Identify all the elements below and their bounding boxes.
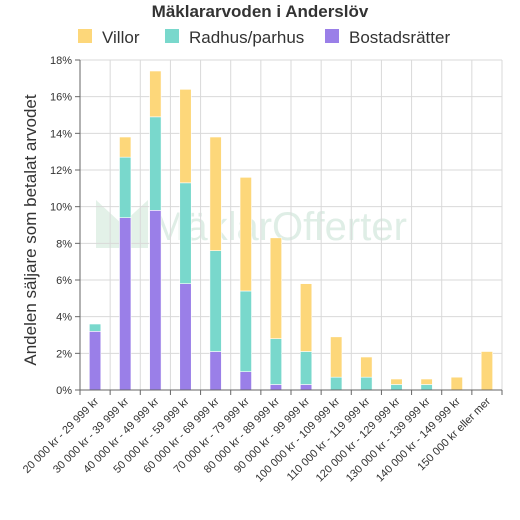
y-tick-label: 12%	[50, 165, 72, 177]
axes	[75, 59, 503, 395]
bar-segment	[119, 136, 132, 158]
y-tick-label: 2%	[56, 348, 72, 360]
legend-swatch	[78, 29, 92, 43]
bar-segment	[149, 210, 162, 391]
legend-label: Villor	[102, 28, 140, 47]
legend-label: Radhus/parhus	[189, 28, 304, 47]
bar-segment	[209, 351, 222, 391]
bar-segment	[480, 351, 493, 391]
bar-segment	[209, 250, 222, 352]
legend: Villor Radhus/parhus Bostadsrätter	[78, 28, 450, 47]
bar-segment	[89, 323, 102, 332]
bar-segment	[269, 384, 282, 391]
bars	[89, 70, 493, 391]
bar-segment	[390, 378, 403, 385]
bar-segment	[300, 283, 313, 352]
y-tick-label: 10%	[50, 202, 72, 214]
bar-segment	[239, 371, 252, 391]
bar-segment	[179, 283, 192, 391]
bar-segment	[330, 336, 343, 378]
y-tick-labels: 0% 2% 4% 6% 8% 10% 12% 14% 16% 18%	[50, 55, 72, 397]
legend-label: Bostadsrätter	[349, 28, 450, 47]
bar-segment	[239, 290, 252, 372]
y-tick-label: 16%	[50, 92, 72, 104]
y-tick-label: 18%	[50, 55, 72, 67]
bar-segment	[300, 384, 313, 391]
bar-segment	[360, 376, 373, 391]
bar-segment	[360, 356, 373, 378]
bar-segment	[300, 351, 313, 385]
bar-segment	[149, 70, 162, 118]
legend-swatch	[165, 29, 179, 43]
bar-segment	[420, 384, 433, 391]
chart-title: Mäklararvoden i Anderslöv	[152, 2, 369, 21]
legend-swatch	[325, 29, 339, 43]
bar-segment	[209, 136, 222, 251]
bar-segment	[269, 338, 282, 385]
y-tick-label: 8%	[56, 238, 72, 250]
y-tick-label: 6%	[56, 275, 72, 287]
bar-segment	[119, 217, 132, 391]
bar-segment	[269, 237, 282, 339]
bar-segment	[420, 378, 433, 385]
y-tick-label: 4%	[56, 312, 72, 324]
y-axis-label: Andelen säljare som betalat arvodet	[21, 94, 40, 365]
bar-segment	[179, 89, 192, 184]
bar-segment	[119, 156, 132, 218]
bar-segment	[149, 116, 162, 211]
bar-segment	[390, 384, 403, 391]
y-tick-label: 0%	[56, 385, 72, 397]
bar-segment	[179, 182, 192, 284]
bar-segment	[239, 177, 252, 292]
bar-segment	[89, 331, 102, 391]
y-tick-label: 14%	[50, 128, 72, 140]
bar-segment	[450, 376, 463, 391]
bar-segment	[330, 376, 343, 391]
